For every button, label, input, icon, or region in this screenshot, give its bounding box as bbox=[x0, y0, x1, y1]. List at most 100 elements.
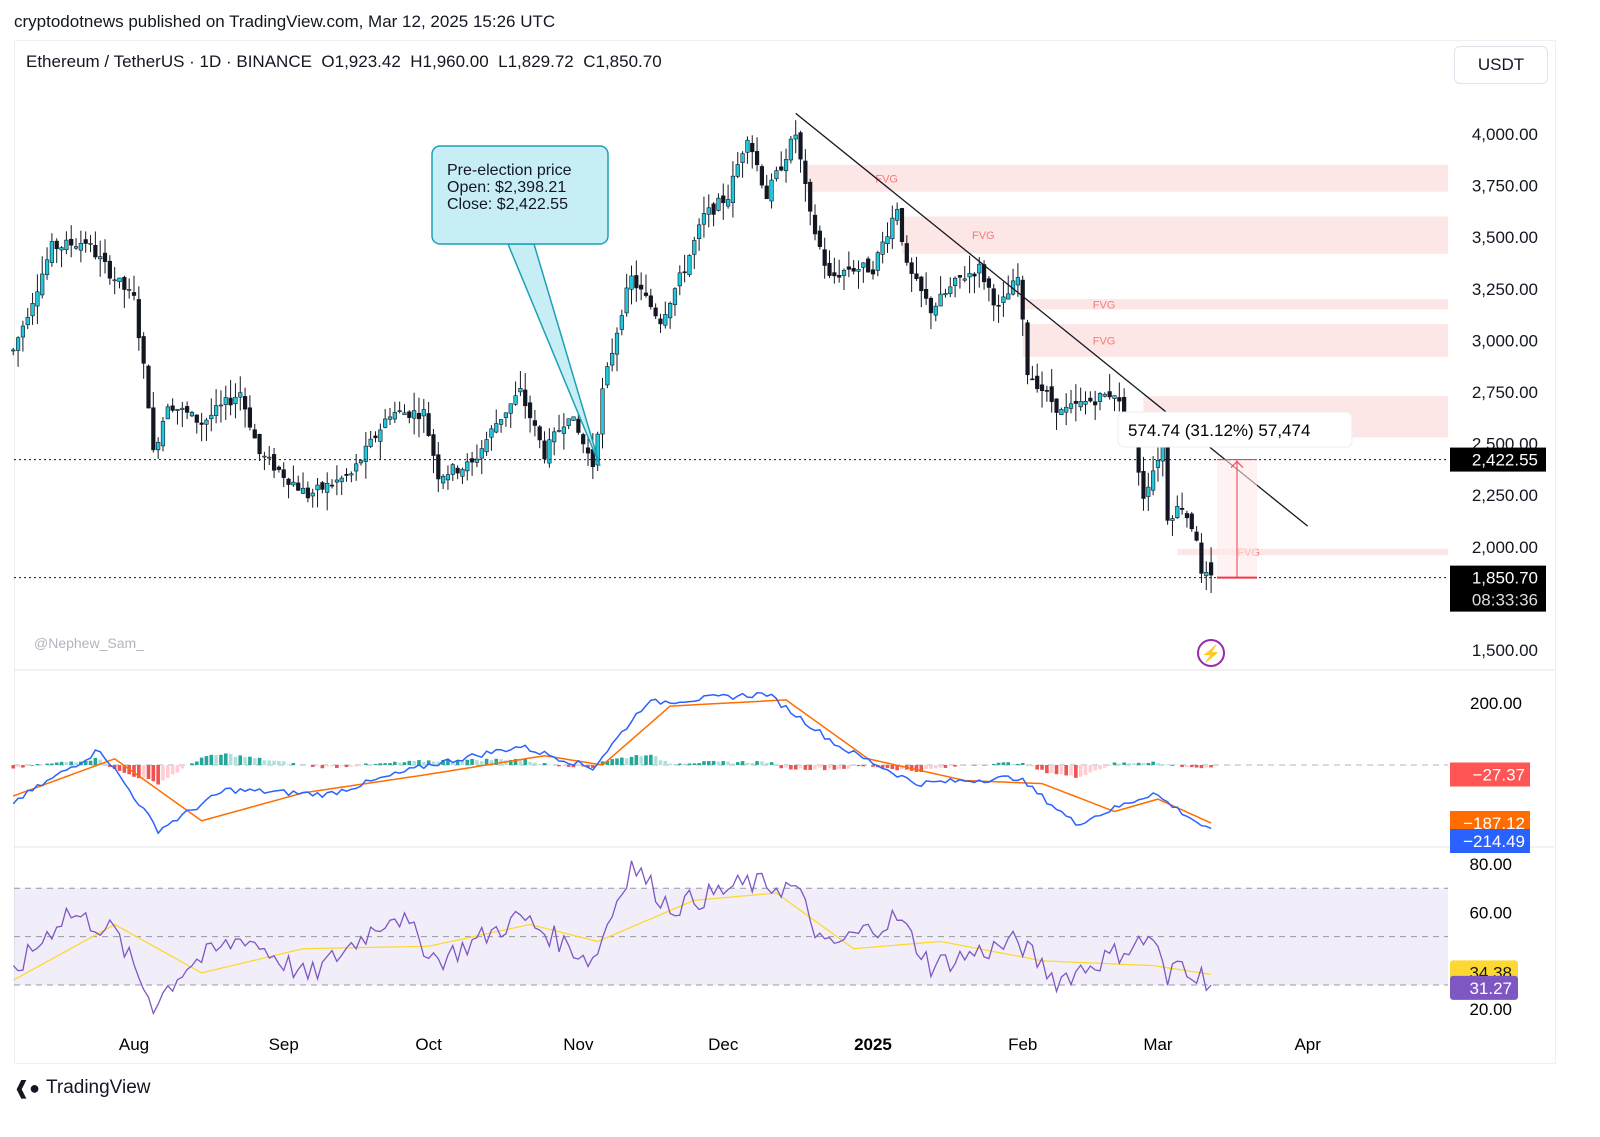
macd-histogram-bar bbox=[1088, 765, 1093, 773]
macd-histogram-bar bbox=[1103, 765, 1107, 768]
macd-histogram-bar bbox=[591, 765, 595, 768]
macd-histogram-bar bbox=[441, 759, 445, 765]
callout-text: Close: $2,422.55 bbox=[447, 196, 568, 213]
candle-down bbox=[827, 262, 832, 276]
candle-up bbox=[354, 463, 359, 472]
candle-down bbox=[866, 258, 871, 273]
candle-up bbox=[334, 479, 339, 483]
candle-up bbox=[465, 461, 470, 472]
tradingview-logo[interactable]: ❰● TradingView bbox=[14, 1077, 151, 1099]
macd-histogram-bar bbox=[1098, 765, 1102, 770]
macd-value-box bbox=[1450, 829, 1530, 853]
candle-up bbox=[614, 332, 620, 355]
macd-histogram-bar bbox=[861, 765, 866, 767]
time-tick-label: Dec bbox=[708, 1035, 739, 1054]
price-tick-label: 3,500.00 bbox=[1472, 228, 1538, 247]
candle-down bbox=[1030, 378, 1035, 381]
rsi-line bbox=[12, 860, 1212, 1016]
candle-up bbox=[88, 243, 93, 245]
candle-down bbox=[1073, 400, 1078, 404]
macd-histogram-bar bbox=[151, 765, 156, 782]
macd-histogram-bar bbox=[653, 756, 658, 765]
macd-histogram-bar bbox=[750, 763, 755, 765]
rsi-tick-label: 20.00 bbox=[1469, 1000, 1512, 1019]
macd-histogram-bar bbox=[513, 758, 518, 765]
macd-histogram-bar bbox=[1020, 762, 1025, 765]
candle-up bbox=[339, 477, 344, 483]
candle-down bbox=[276, 466, 282, 470]
macd-histogram-bar bbox=[132, 765, 136, 777]
macd-histogram-bar bbox=[1107, 765, 1112, 766]
macd-histogram-bar bbox=[1204, 765, 1209, 768]
macd-histogram-bar bbox=[446, 759, 450, 765]
macd-histogram-bar bbox=[1064, 765, 1068, 776]
macd-histogram-bar bbox=[726, 761, 730, 765]
currency-button[interactable]: USDT bbox=[1454, 46, 1548, 84]
candle-down bbox=[653, 307, 658, 317]
macd-histogram-bar bbox=[272, 760, 276, 765]
candle-down bbox=[1039, 384, 1045, 391]
candle-down bbox=[759, 166, 764, 186]
candle-up bbox=[35, 291, 40, 307]
candle-down bbox=[639, 284, 644, 290]
macd-histogram-bar bbox=[1189, 765, 1194, 768]
candle-up bbox=[368, 438, 373, 447]
price-tick-label: 3,250.00 bbox=[1472, 280, 1538, 299]
macd-histogram-bar bbox=[842, 765, 846, 769]
candle-down bbox=[986, 278, 992, 288]
candle-down bbox=[721, 195, 726, 204]
candle-down bbox=[1165, 442, 1170, 521]
macd-histogram-bar bbox=[252, 758, 257, 765]
macd-histogram-bar bbox=[769, 762, 774, 765]
candle-down bbox=[812, 214, 818, 235]
candle-down bbox=[750, 142, 755, 153]
candle-down bbox=[581, 434, 586, 445]
macd-histogram-bar bbox=[856, 765, 861, 767]
candle-down bbox=[924, 288, 929, 299]
candle-down bbox=[1199, 542, 1204, 574]
candle-up bbox=[967, 273, 972, 278]
macd-histogram-bar bbox=[562, 765, 566, 767]
candle-down bbox=[682, 271, 687, 274]
macd-histogram-bar bbox=[755, 761, 759, 765]
candle-down bbox=[996, 304, 1001, 307]
candle-up bbox=[218, 404, 224, 407]
candle-down bbox=[107, 260, 112, 279]
macd-histogram-bar bbox=[194, 761, 199, 765]
macd-histogram-bar bbox=[373, 763, 378, 765]
candle-up bbox=[706, 207, 711, 215]
macd-histogram-bar bbox=[233, 756, 238, 765]
rsi-tick-label: 80.00 bbox=[1469, 855, 1512, 874]
macd-histogram-bar bbox=[818, 765, 822, 768]
chart-panel[interactable] bbox=[14, 40, 1556, 1064]
macd-histogram-bar bbox=[54, 762, 59, 765]
candle-down bbox=[1049, 386, 1054, 403]
macd-histogram-bar bbox=[1127, 763, 1131, 765]
macd-histogram-bar bbox=[156, 765, 160, 785]
candle-up bbox=[1097, 393, 1103, 402]
candle-up bbox=[624, 287, 629, 314]
candle-down bbox=[658, 318, 663, 325]
macd-line bbox=[12, 692, 1212, 835]
candle-up bbox=[1001, 296, 1006, 303]
macd-histogram-bar bbox=[784, 765, 788, 768]
macd-histogram-bar bbox=[504, 760, 508, 765]
candle-down bbox=[54, 240, 59, 250]
candle-up bbox=[697, 224, 702, 239]
macd-histogram-bar bbox=[122, 765, 127, 773]
candle-up bbox=[561, 426, 566, 434]
macd-histogram-bar bbox=[1146, 762, 1151, 765]
candle-up bbox=[73, 246, 79, 249]
candle-up bbox=[692, 240, 697, 255]
candle-up bbox=[20, 325, 26, 338]
macd-histogram-bar bbox=[1170, 765, 1175, 766]
rsi-value-box bbox=[1450, 975, 1518, 1000]
macd-histogram-bar bbox=[682, 763, 687, 765]
candle-up bbox=[1102, 393, 1107, 397]
price-tick-label: 3,000.00 bbox=[1472, 331, 1538, 350]
candle-up bbox=[856, 268, 861, 272]
macd-histogram-bar bbox=[615, 758, 619, 765]
candle-up bbox=[552, 431, 557, 443]
macd-histogram-bar bbox=[1049, 765, 1054, 773]
